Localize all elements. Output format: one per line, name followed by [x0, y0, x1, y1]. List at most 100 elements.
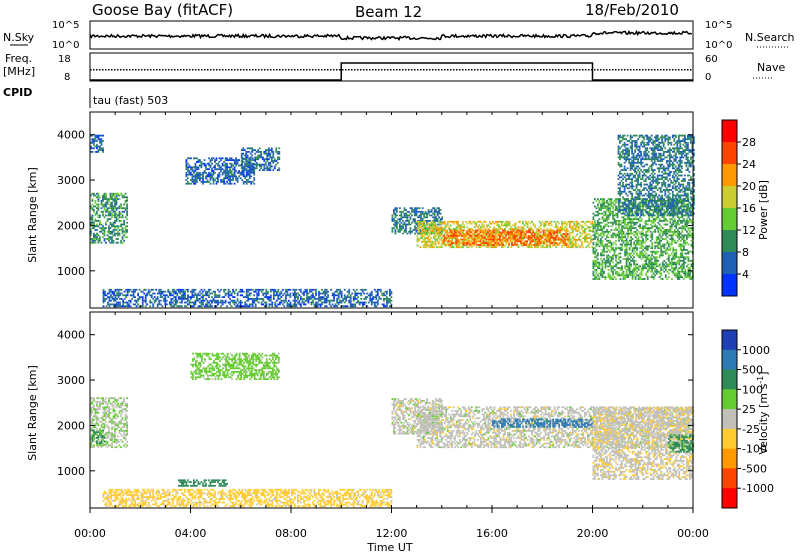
heatmap-cell: [640, 193, 642, 195]
heatmap-cell: [624, 135, 626, 137]
heatmap-cell: [99, 231, 101, 233]
heatmap-cell: [619, 158, 621, 160]
heatmap-cell: [119, 225, 121, 227]
heatmap-cell: [651, 253, 653, 255]
heatmap-cell: [528, 221, 530, 223]
heatmap-cell: [546, 221, 548, 223]
heatmap-cell: [216, 157, 218, 159]
heatmap-cell: [657, 213, 659, 215]
heatmap-cell: [631, 149, 633, 151]
heatmap-cell: [680, 198, 682, 200]
heatmap-cell: [642, 178, 644, 180]
heatmap-cell: [439, 235, 441, 237]
heatmap-cell: [461, 239, 463, 241]
heatmap-cell: [622, 191, 624, 193]
heatmap-cell: [618, 175, 620, 177]
heatmap-cell: [399, 220, 401, 222]
heatmap-cell: [666, 224, 668, 226]
heatmap-cell: [259, 147, 261, 149]
heatmap-cell: [486, 233, 488, 235]
heatmap-cell: [621, 235, 623, 237]
heatmap-cell: [625, 209, 627, 211]
heatmap-cell: [552, 230, 554, 232]
heatmap-cell: [655, 187, 657, 189]
heatmap-cell: [274, 167, 276, 169]
heatmap-cell: [556, 235, 558, 237]
heatmap-cell: [226, 157, 228, 159]
heatmap-cell: [421, 223, 423, 225]
heatmap-cell: [584, 232, 586, 234]
heatmap-cell: [534, 226, 536, 228]
heatmap-cell: [240, 174, 242, 176]
heatmap-cell: [231, 172, 233, 174]
heatmap-cell: [396, 220, 398, 222]
heatmap-cell: [104, 216, 106, 218]
heatmap-cell: [620, 220, 622, 222]
heatmap-cell: [486, 239, 488, 241]
heatmap-cell: [662, 253, 664, 255]
heatmap-cell: [653, 222, 655, 224]
heatmap-cell: [399, 224, 401, 226]
heatmap-cell: [271, 158, 273, 160]
heatmap-cell: [672, 235, 674, 237]
heatmap-cell: [628, 213, 630, 215]
heatmap-cell: [619, 187, 621, 189]
heatmap-cell: [630, 244, 632, 246]
heatmap-cell: [650, 231, 652, 233]
heatmap-cell: [638, 231, 640, 233]
heatmap-cell: [628, 140, 630, 142]
heatmap-cell: [540, 225, 542, 227]
heatmap-cell: [634, 189, 636, 191]
heatmap-cell: [641, 236, 643, 238]
heatmap-cell: [424, 239, 426, 241]
heatmap-cell: [260, 166, 262, 168]
heatmap-cell: [630, 202, 632, 204]
heatmap-cell: [395, 213, 397, 215]
heatmap-cell: [649, 196, 651, 198]
heatmap-cell: [247, 160, 249, 162]
heatmap-cell: [642, 202, 644, 204]
heatmap-cell: [602, 233, 604, 235]
heatmap-cell: [636, 167, 638, 169]
heatmap-cell: [655, 186, 657, 188]
heatmap-cell: [445, 244, 447, 246]
heatmap-cell: [401, 225, 403, 227]
heatmap-cell: [646, 184, 648, 186]
heatmap-cell: [237, 177, 239, 179]
heatmap-cell: [651, 173, 653, 175]
heatmap-cell: [640, 182, 642, 184]
heatmap-cell: [633, 160, 635, 162]
heatmap-cell: [685, 271, 687, 273]
heatmap-cell: [651, 135, 653, 137]
heatmap-cell: [521, 228, 523, 230]
heatmap-cell: [423, 223, 425, 225]
heatmap-cell: [669, 229, 671, 231]
heatmap-cell: [531, 244, 533, 246]
heatmap-cell: [532, 231, 534, 233]
heatmap-cell: [668, 273, 670, 275]
heatmap-cell: [653, 278, 655, 280]
heatmap-cell: [463, 240, 465, 242]
heatmap-cell: [683, 256, 685, 258]
heatmap-cell: [518, 246, 520, 248]
heatmap-cell: [636, 235, 638, 237]
heatmap-cell: [102, 215, 104, 217]
heatmap-cell: [640, 215, 642, 217]
heatmap-cell: [619, 211, 621, 213]
heatmap-cell: [593, 242, 595, 244]
heatmap-cell: [611, 276, 613, 278]
heatmap-cell: [660, 240, 662, 242]
heatmap-cell: [234, 166, 236, 168]
heatmap-cell: [642, 255, 644, 257]
heatmap-cell: [572, 235, 574, 237]
heatmap-cell: [647, 247, 649, 249]
heatmap-cell: [605, 213, 607, 215]
heatmap-cell: [619, 142, 621, 144]
heatmap-cell: [641, 274, 643, 276]
heatmap-cell: [651, 235, 653, 237]
heatmap-cell: [643, 166, 645, 168]
heatmap-cell: [645, 151, 647, 153]
heatmap-cell: [105, 196, 107, 198]
heatmap-cell: [600, 258, 602, 260]
heatmap-cell: [660, 273, 662, 275]
